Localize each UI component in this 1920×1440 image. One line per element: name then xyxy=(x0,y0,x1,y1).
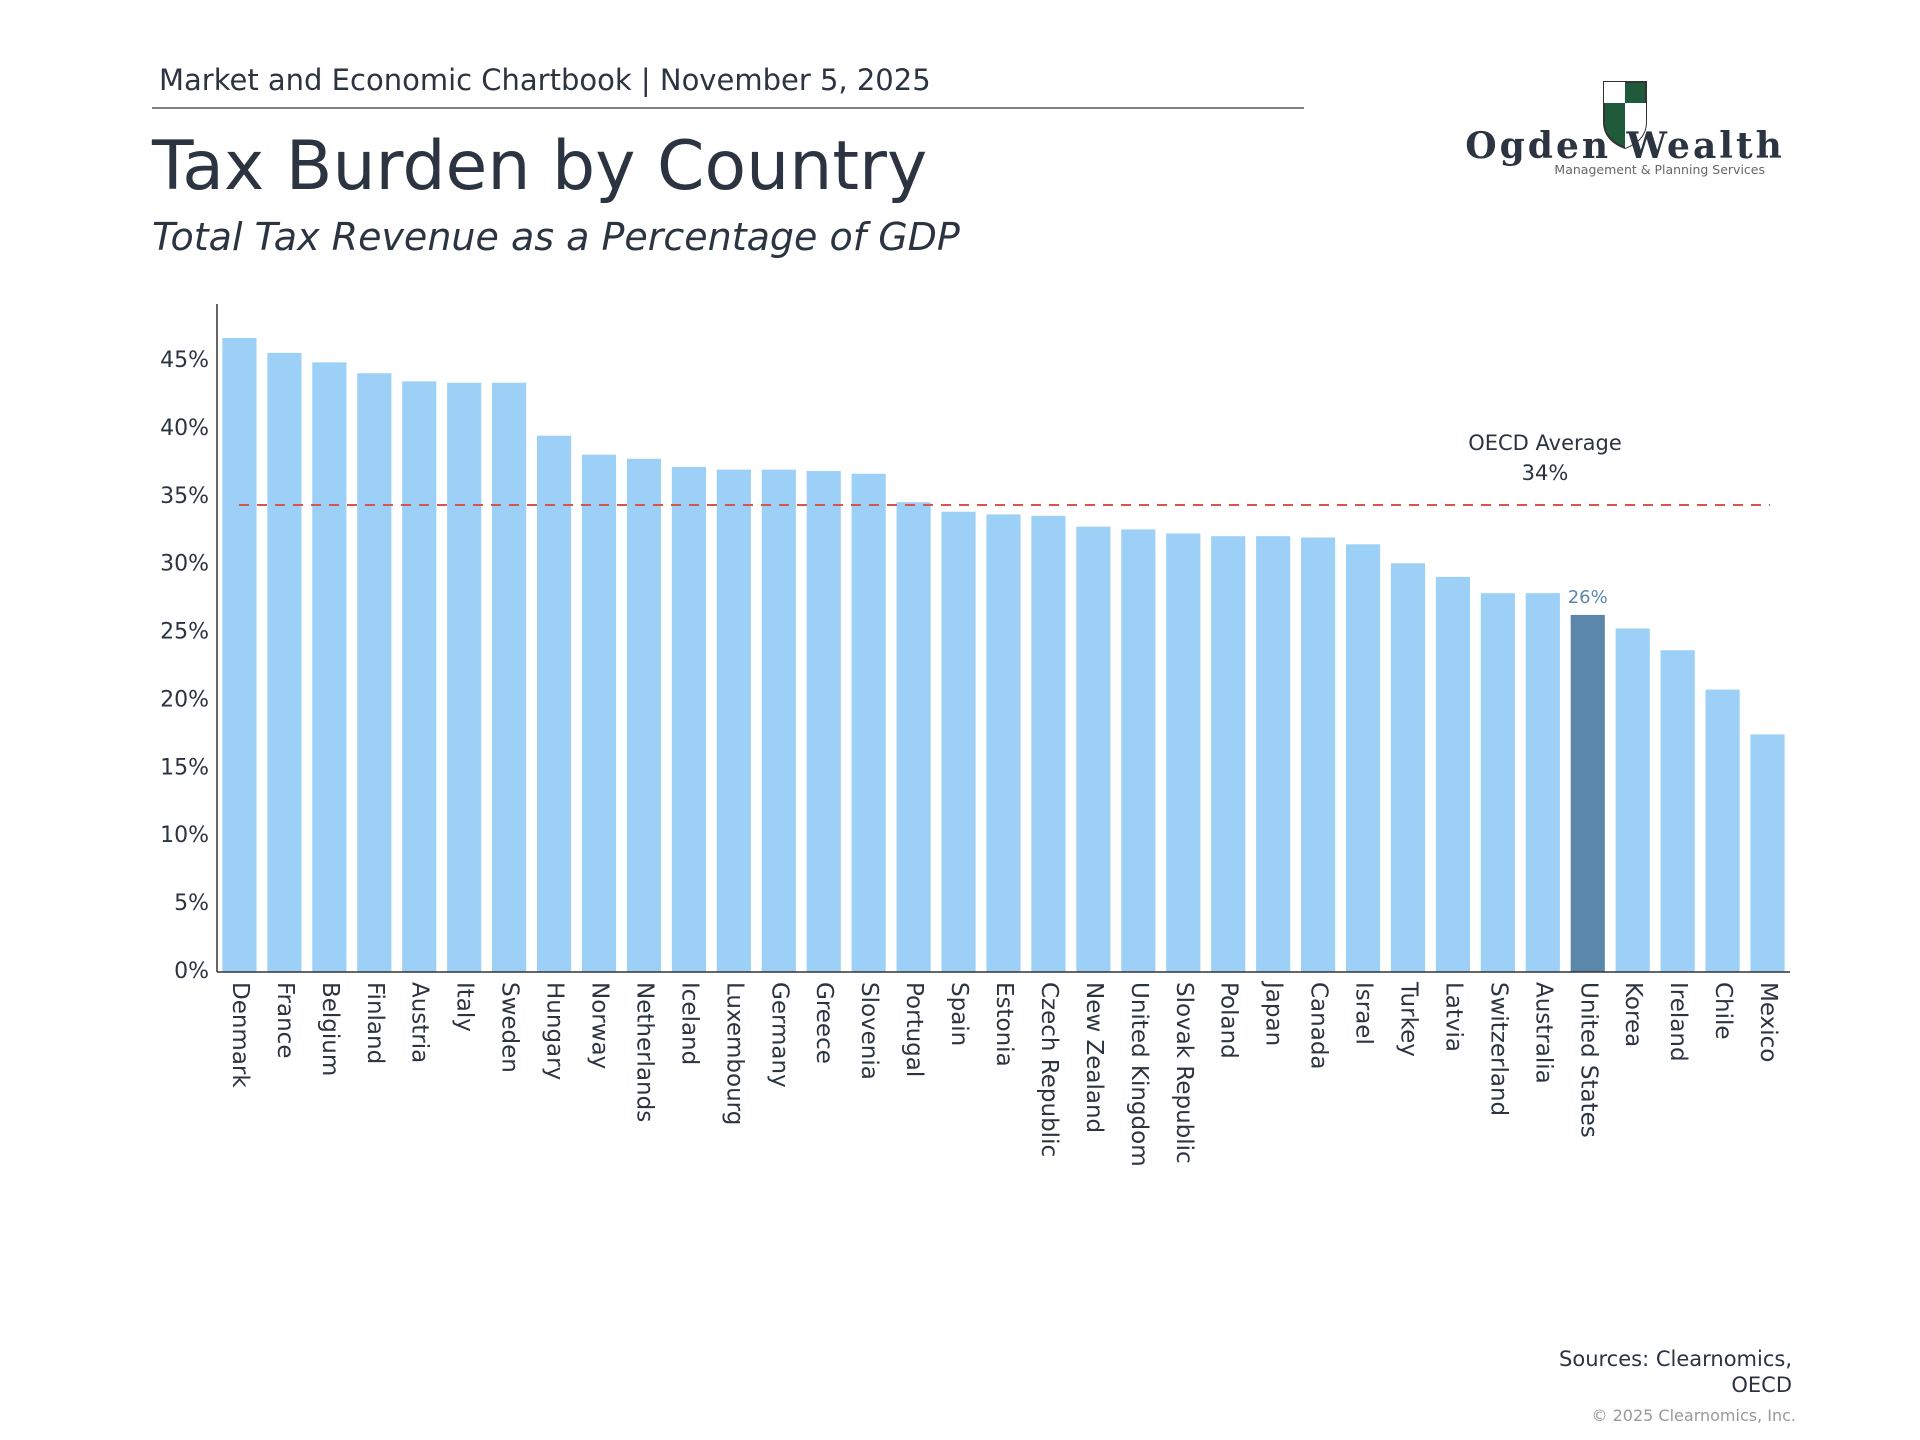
y-tick-label: 35% xyxy=(160,484,209,509)
reference-label: OECD Average xyxy=(1468,431,1622,455)
y-tick-label: 30% xyxy=(160,552,209,577)
x-tick-label: Canada xyxy=(1306,982,1332,1070)
bar xyxy=(222,337,257,972)
bar xyxy=(1166,533,1201,972)
x-tick-label: Mexico xyxy=(1755,982,1781,1062)
x-tick-label: Netherlands xyxy=(631,982,657,1122)
bar xyxy=(896,502,931,972)
y-tick-label: 0% xyxy=(174,959,209,984)
x-tick-label: Finland xyxy=(362,982,388,1064)
reference-value-label: 34% xyxy=(1522,461,1569,485)
bar xyxy=(806,471,841,972)
source-line: Sources: Clearnomics, xyxy=(1559,1347,1792,1371)
x-tick-label: Norway xyxy=(587,982,613,1069)
copyright: © 2025 Clearnomics, Inc. xyxy=(1592,1406,1796,1425)
x-tick-label: Slovenia xyxy=(856,982,882,1080)
y-tick-label: 15% xyxy=(160,755,209,780)
bar xyxy=(1031,515,1066,972)
x-tick-label: Turkey xyxy=(1395,981,1421,1057)
x-tick-label: France xyxy=(272,982,298,1058)
x-tick-label: Austria xyxy=(407,982,433,1063)
logo-name: Ogden Wealth xyxy=(1465,125,1785,167)
bar xyxy=(761,469,796,972)
x-tick-label: United States xyxy=(1575,982,1601,1138)
bar xyxy=(312,362,347,973)
x-tick-label: Spain xyxy=(946,982,972,1046)
chart-subtitle: Total Tax Revenue as a Percentage of GDP xyxy=(152,215,960,259)
value-label: 26% xyxy=(1568,587,1608,608)
bar xyxy=(492,382,527,973)
bar xyxy=(1705,689,1740,972)
x-tick-label: Luxembourg xyxy=(721,982,747,1125)
x-tick-label: Slovak Republic xyxy=(1171,982,1197,1164)
bar xyxy=(626,458,662,972)
plot: 0% 5% 10% 15% 20% 25% 30% 35% 40% 45% Denmark Franc… xyxy=(160,304,1790,1167)
logo: Ogden Wealth Management & Planning Servi… xyxy=(1465,81,1785,177)
x-tick-label: Korea xyxy=(1620,982,1646,1047)
bar xyxy=(1076,526,1111,972)
x-tick-label: United Kingdom xyxy=(1126,982,1152,1167)
bar xyxy=(1211,536,1246,972)
logo-quarters xyxy=(1604,82,1646,148)
x-tick-label: Belgium xyxy=(317,982,343,1076)
x-tick-label: Japan xyxy=(1261,980,1287,1046)
chart-title: Tax Burden by Country xyxy=(151,127,927,206)
x-tick-label: Israel xyxy=(1351,982,1377,1045)
bar xyxy=(986,514,1021,972)
bar xyxy=(1121,529,1156,972)
bar xyxy=(447,382,482,973)
x-tick-label: Italy xyxy=(452,982,478,1032)
bar xyxy=(1345,544,1381,972)
y-tick-label: 5% xyxy=(174,891,209,916)
bar xyxy=(671,466,706,972)
source-line: OECD xyxy=(1731,1373,1792,1397)
bar xyxy=(1435,576,1471,972)
bar xyxy=(1525,593,1560,972)
x-tick-label: Czech Republic xyxy=(1036,982,1062,1157)
x-tick-label: Australia xyxy=(1530,982,1556,1084)
bar xyxy=(1750,734,1785,972)
bar xyxy=(402,381,437,972)
x-tick-label: Sweden xyxy=(497,982,523,1073)
bar xyxy=(1301,537,1336,972)
bar xyxy=(1256,536,1291,972)
bar xyxy=(1480,593,1515,972)
x-tick-label: Switzerland xyxy=(1485,982,1511,1116)
bar xyxy=(1615,628,1650,972)
y-tick-label: 45% xyxy=(160,348,209,373)
y-tick-label: 20% xyxy=(160,687,209,712)
bar xyxy=(941,511,976,972)
x-tick-label: Iceland xyxy=(676,982,702,1065)
x-tick-label: Portugal xyxy=(901,982,927,1077)
bar xyxy=(1390,563,1426,972)
x-tick-label: Denmark xyxy=(227,982,253,1088)
bar xyxy=(267,352,302,972)
x-tick-label: Latvia xyxy=(1440,982,1466,1052)
x-tick-label: Greece xyxy=(811,982,837,1064)
y-tick-label: 10% xyxy=(160,823,209,848)
x-tick-label: Poland xyxy=(1216,982,1242,1059)
bar xyxy=(716,469,751,972)
x-tick-label: Chile xyxy=(1710,982,1736,1040)
bar xyxy=(851,473,886,972)
bar xyxy=(581,454,617,973)
bar xyxy=(357,373,392,972)
x-tick-label: Estonia xyxy=(991,982,1017,1067)
logo-tagline: Management & Planning Services xyxy=(1554,162,1765,177)
x-tick-label: Germany xyxy=(766,982,792,1088)
y-tick-label: 40% xyxy=(160,416,209,441)
bar xyxy=(1570,614,1605,972)
header: Market and Economic Chartbook | November… xyxy=(159,63,931,97)
x-tick-label: Ireland xyxy=(1665,982,1691,1062)
bar xyxy=(536,435,572,972)
y-tick-label: 25% xyxy=(160,620,209,645)
x-tick-label: Hungary xyxy=(542,982,568,1080)
bar xyxy=(1660,650,1695,972)
x-tick-label: New Zealand xyxy=(1081,982,1107,1133)
